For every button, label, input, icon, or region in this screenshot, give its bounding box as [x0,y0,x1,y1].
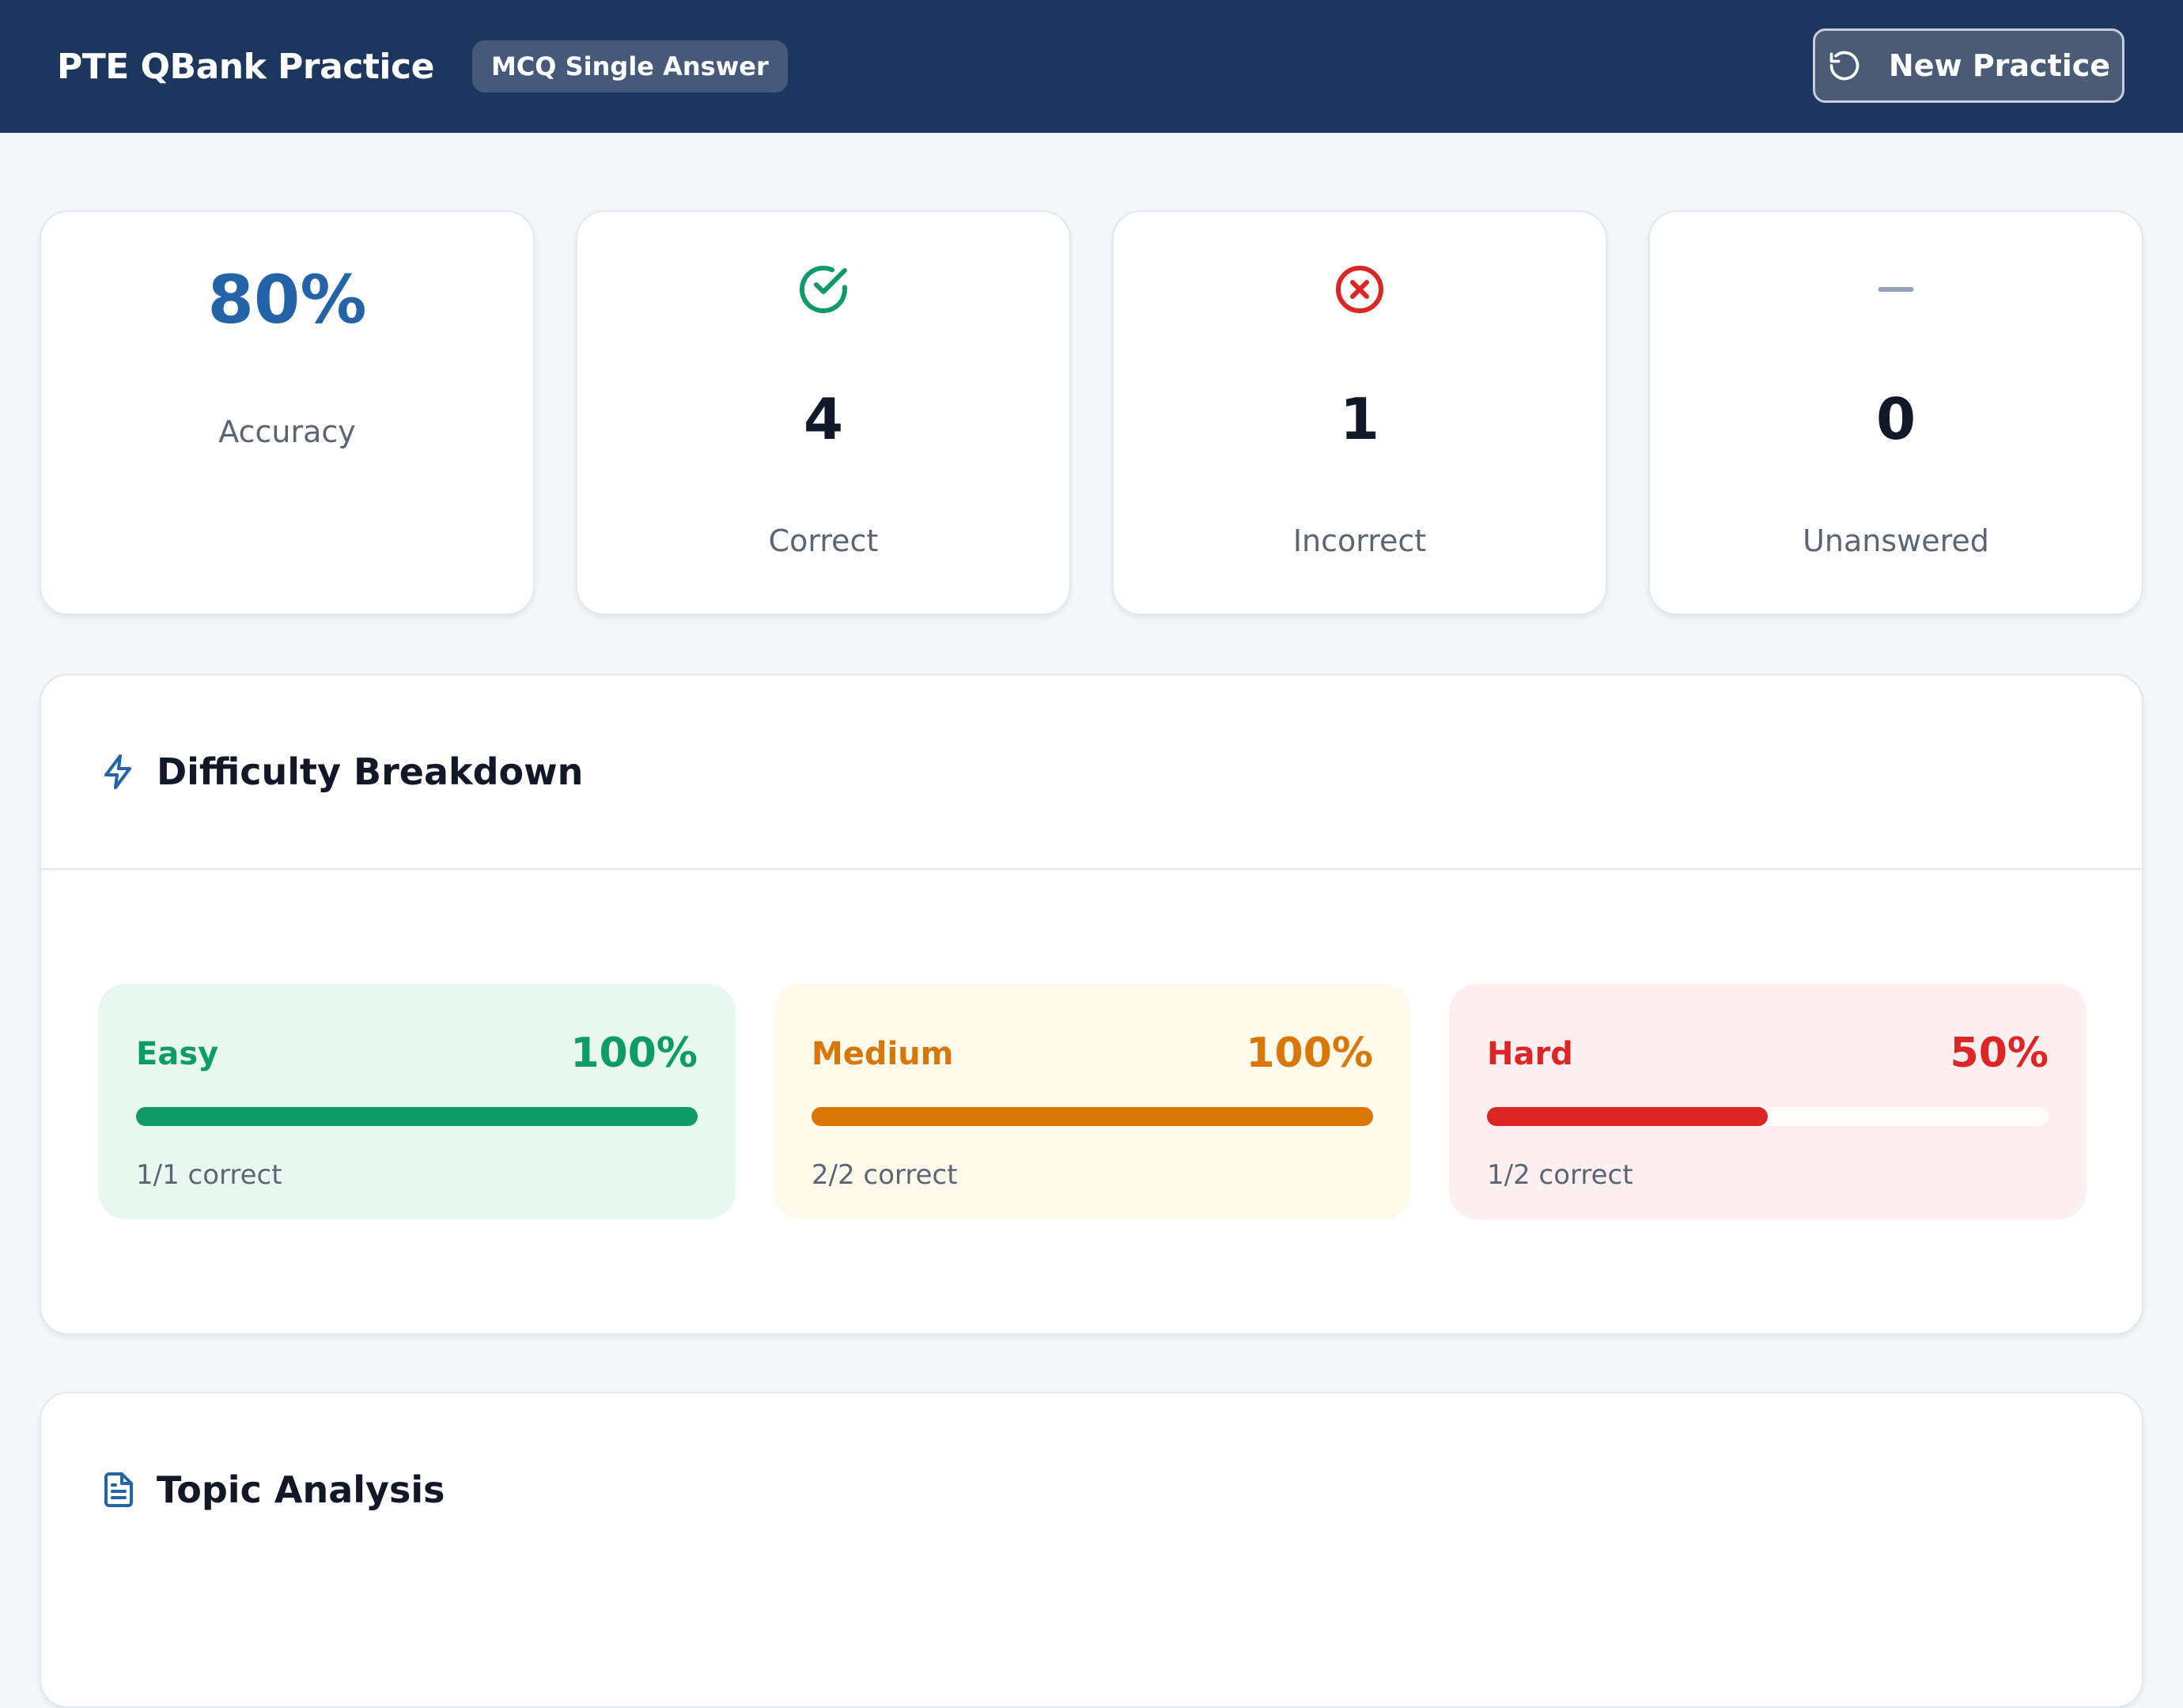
difficulty-card-medium: Medium 100% 2/2 correct [774,984,1411,1219]
progress-track [136,1107,698,1126]
correct-count: 4 [803,386,844,452]
difficulty-panel: Difficulty Breakdown Easy 100% 1/1 corre… [40,674,2143,1335]
topic-panel: Topic Analysis [40,1392,2143,1708]
progress-track [1487,1107,2049,1126]
topic-title: Topic Analysis [157,1468,445,1511]
accuracy-card: 80% Accuracy [40,210,535,615]
incorrect-card: 1 Incorrect [1112,210,1607,615]
lightning-icon [104,754,131,789]
refresh-icon [1829,51,1860,81]
unanswered-count: 0 [1875,386,1916,452]
difficulty-divider [41,868,2142,870]
difficulty-name: Easy [136,1036,219,1072]
progress-fill [1487,1107,1768,1126]
progress-fill [136,1107,698,1126]
difficulty-header: Difficulty Breakdown [41,675,2142,868]
correct-label: Correct [768,523,879,558]
difficulty-detail: 1/1 correct [136,1159,282,1191]
accuracy-label: Accuracy [218,414,356,449]
difficulty-title: Difficulty Breakdown [157,750,584,793]
unanswered-label: Unanswered [1803,523,1989,558]
topic-header: Topic Analysis [41,1393,2142,1586]
difficulty-card-hard: Hard 50% 1/2 correct [1449,984,2087,1219]
difficulty-name: Hard [1487,1036,1573,1072]
top-bar: PTE QBank Practice MCQ Single Answer New… [0,0,2183,133]
difficulty-detail: 2/2 correct [812,1159,958,1191]
mode-badge: MCQ Single Answer [471,40,788,93]
incorrect-label: Incorrect [1292,523,1427,558]
progress-track [812,1107,1373,1126]
progress-fill [812,1107,1373,1126]
difficulty-percent: 100% [1246,1030,1373,1077]
difficulty-detail: 1/2 correct [1487,1159,1633,1191]
new-practice-button[interactable]: New Practice [1813,28,2124,103]
correct-card: 4 Correct [576,210,1071,615]
unanswered-card: 0 Unanswered [1648,210,2143,615]
accuracy-value: 80% [207,261,367,338]
document-icon [104,1472,133,1507]
difficulty-name: Medium [812,1036,954,1072]
new-practice-label: New Practice [1888,48,2111,83]
x-circle-icon [1336,266,1383,313]
difficulty-percent: 100% [570,1030,698,1077]
difficulty-percent: 50% [1950,1030,2049,1077]
check-circle-icon [800,266,847,314]
app-title: PTE QBank Practice [57,46,434,87]
difficulty-card-easy: Easy 100% 1/1 correct [98,984,736,1219]
incorrect-count: 1 [1339,386,1380,452]
dash-icon [1878,287,1914,292]
